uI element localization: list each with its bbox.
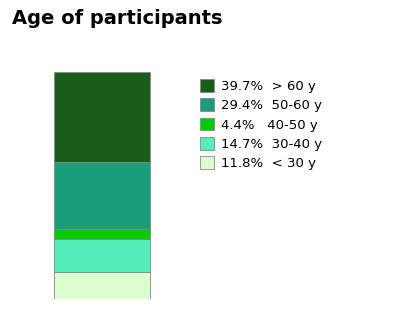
Bar (54, 229, 150, 239)
Bar (54, 163, 150, 229)
Text: Age of participants: Age of participants (12, 9, 222, 28)
Legend: 39.7%  > 60 y, 29.4%  50-60 y, 4.4%   40-50 y, 14.7%  30-40 y, 11.8%  < 30 y: 39.7% > 60 y, 29.4% 50-60 y, 4.4% 40-50 … (200, 79, 322, 170)
Bar (54, 72, 150, 163)
Bar (54, 239, 150, 272)
Bar (54, 272, 150, 299)
